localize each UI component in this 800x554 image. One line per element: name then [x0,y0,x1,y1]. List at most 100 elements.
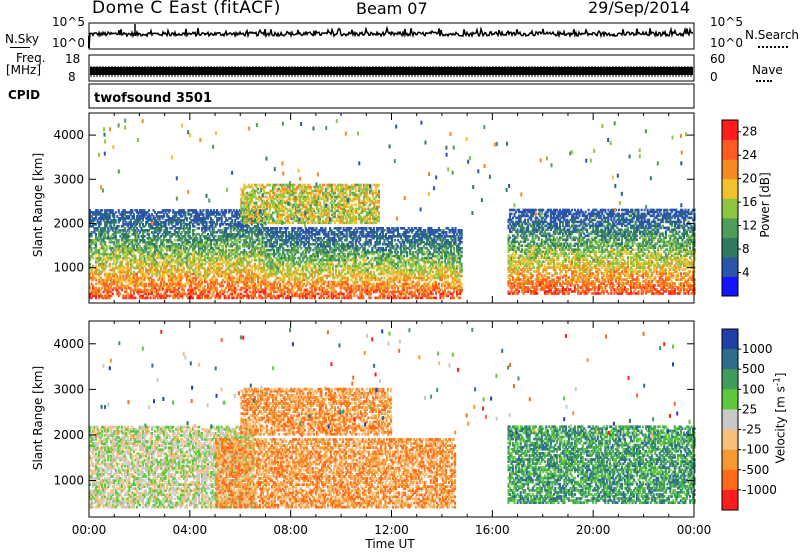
echo-cell [95,223,98,226]
echo-cell [90,278,93,282]
echo-cell [123,296,126,300]
echo-cell [111,280,114,284]
echo-cell [125,221,128,224]
echo-cell [120,262,123,266]
echo-cell [123,223,126,226]
echo-cell [99,240,102,244]
echo-cell [116,288,119,292]
echo-cell [119,260,122,264]
echo-cell [125,215,128,218]
echo-cell [105,221,108,224]
echo-cell [231,219,234,222]
echo-cell [105,290,108,294]
echo-cell [240,238,243,242]
echo-cell [89,221,92,224]
echo-cell [125,274,128,278]
echo-cell [116,260,119,264]
echo-cell [309,246,312,250]
echo-cell [95,268,98,272]
echo-cell [105,280,108,284]
echo-cell [111,278,114,282]
echo-cell [105,264,108,268]
cpid-value: twofsound 3501 [94,91,212,106]
echo-cell [119,244,122,248]
echo-cell [108,217,111,220]
echo-cell [123,266,126,270]
echo-cell [123,270,126,274]
echo-cell [99,246,102,250]
echo-cell [93,231,96,234]
echo-cell [92,288,95,292]
echo-cell [89,256,92,260]
echo-cell [182,288,185,292]
echo-cell [95,260,98,264]
echo-cell [123,250,126,254]
echo-cell [104,227,107,230]
echo-cell [105,248,108,252]
echo-cell [113,242,116,246]
echo-cell [108,223,111,226]
echo-cell [120,250,123,254]
echo-cell [105,213,108,216]
echo-cell [110,209,113,212]
echo-cell [89,211,92,214]
echo-cell [113,236,116,240]
echo-cell [105,236,108,240]
echo-cell [111,252,114,256]
echo-cell [114,264,117,268]
echo-cell [108,240,111,244]
echo-cell [98,211,101,214]
echo-cell [90,296,93,300]
echo-cell [99,282,102,286]
echo-cell [114,246,117,250]
echo-cell [101,215,104,218]
echo-cell [96,227,99,230]
echo-cell [98,213,101,216]
echo-cell [101,278,104,282]
echo-cell [89,276,92,280]
echo-cell [116,282,119,286]
n-sky-label: N.Sky [5,32,39,46]
echo-cell [122,244,125,248]
echo-cell [95,288,98,292]
echo-cell [110,246,113,250]
echo-cell [101,252,104,256]
echo-cell [123,286,126,290]
echo-cell [262,236,265,240]
echo-cell [99,288,102,292]
echo-cell [126,270,129,274]
echo-cell [116,244,119,248]
echo-cell [104,258,107,262]
echo-cell [122,223,125,226]
echo-cell [117,221,120,224]
echo-cell [98,268,101,272]
echo-cell [123,227,126,230]
echo-cell [104,225,107,228]
echo-cell [89,215,92,218]
echo-cell [105,296,108,300]
echo-cell [347,276,350,280]
echo-cell [123,213,126,216]
echo-cell [92,256,95,260]
echo-cell [126,292,129,296]
echo-cell [93,250,96,254]
echo-cell [99,276,102,280]
echo-cell [125,233,128,236]
echo-cell [196,236,199,240]
echo-cell [102,254,105,258]
echo-cell [117,211,120,214]
echo-cell [105,274,108,278]
echo-cell [102,256,105,260]
echo-cell [111,274,114,278]
echo-cell [125,254,128,258]
echo-cell [125,266,128,270]
echo-cell [93,288,96,292]
echo-cell [126,284,129,288]
echo-cell [113,254,116,258]
echo-cell [113,233,116,236]
echo-cell [110,284,113,288]
echo-cell [120,211,123,214]
echo-cell [101,229,104,232]
echo-cell [120,229,123,232]
